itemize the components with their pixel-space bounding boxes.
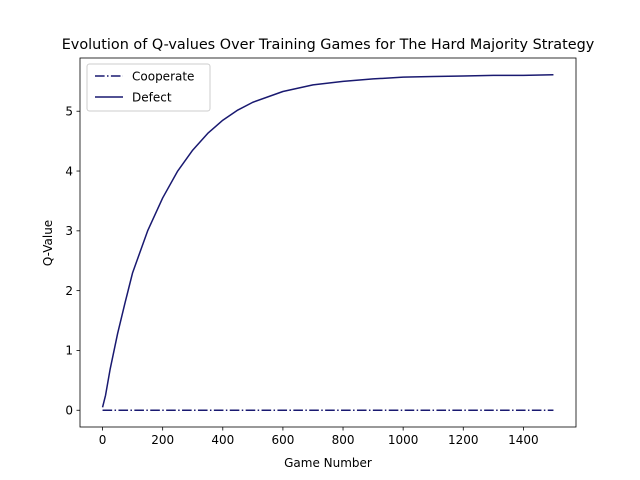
legend: Cooperate Defect xyxy=(86,63,211,112)
axes-frame xyxy=(79,57,577,428)
y-axis-ticks: 0 1 2 3 4 5 xyxy=(65,105,80,418)
y-tick-label: 5 xyxy=(65,105,73,119)
chart-title: Evolution of Q-values Over Training Game… xyxy=(62,37,595,53)
y-tick-label: 1 xyxy=(65,344,73,358)
x-tick-label: 200 xyxy=(151,433,174,447)
y-tick-label: 2 xyxy=(65,284,73,298)
x-axis-ticks: 0 200 400 600 800 1000 1200 1400 xyxy=(99,427,539,447)
y-tick-label: 0 xyxy=(65,404,73,418)
x-tick-label: 1200 xyxy=(448,433,479,447)
y-axis-label: Q-Value xyxy=(41,220,55,266)
plot-area xyxy=(79,57,577,428)
x-tick-label: 1000 xyxy=(388,433,419,447)
x-tick-label: 400 xyxy=(211,433,234,447)
x-axis-label: Game Number xyxy=(284,456,372,470)
x-tick-label: 800 xyxy=(332,433,355,447)
legend-label-defect: Defect xyxy=(132,90,172,104)
y-tick-label: 3 xyxy=(65,224,73,238)
x-tick-label: 0 xyxy=(99,433,107,447)
series-line-defect xyxy=(101,74,554,408)
y-tick-label: 4 xyxy=(65,164,73,178)
legend-label-cooperate: Cooperate xyxy=(132,69,194,83)
x-tick-label: 1400 xyxy=(508,433,539,447)
x-tick-label: 600 xyxy=(271,433,294,447)
